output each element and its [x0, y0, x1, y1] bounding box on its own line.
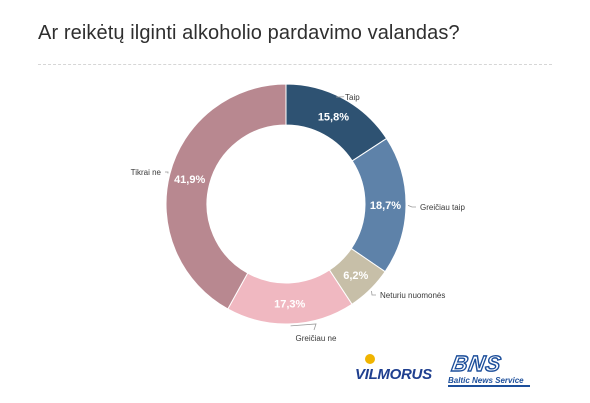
bns-logo-underline [448, 385, 530, 387]
vilmorus-logo: VILMORUS [355, 350, 437, 386]
slice-category-label: Neturiu nuomonės [380, 291, 445, 300]
donut-slice-4 [227, 269, 353, 325]
slice-leader-line [290, 323, 317, 331]
slice-value-label: 18,7% [370, 200, 401, 212]
vilmorus-logo-text: VILMORUS [355, 366, 432, 383]
slice-value-label: 17,3% [274, 298, 305, 310]
slice-leader-line [165, 171, 169, 174]
slice-category-label: Taip [345, 93, 360, 102]
slice-category-label: Tikrai ne [131, 168, 162, 177]
slice-leader-line [371, 290, 376, 296]
slice-category-label: Greičiau ne [296, 334, 337, 343]
slice-value-label: 41,9% [174, 174, 205, 186]
slice-category-label: Greičiau taip [420, 203, 465, 212]
vilmorus-sun-icon [365, 354, 375, 364]
top-divider [38, 64, 552, 65]
bns-logo-text: BNS [449, 350, 504, 376]
chart-title: Ar reikėtų ilginti alkoholio pardavimo v… [38, 22, 460, 44]
slice-leader-line [407, 204, 416, 208]
donut-slice-5 [165, 83, 287, 310]
slice-value-label: 15,8% [318, 112, 349, 124]
bns-logo-subtitle: Baltic News Service [448, 376, 524, 385]
slice-value-label: 6,2% [343, 270, 368, 282]
bns-logo: BNS Baltic News Service [448, 350, 532, 389]
